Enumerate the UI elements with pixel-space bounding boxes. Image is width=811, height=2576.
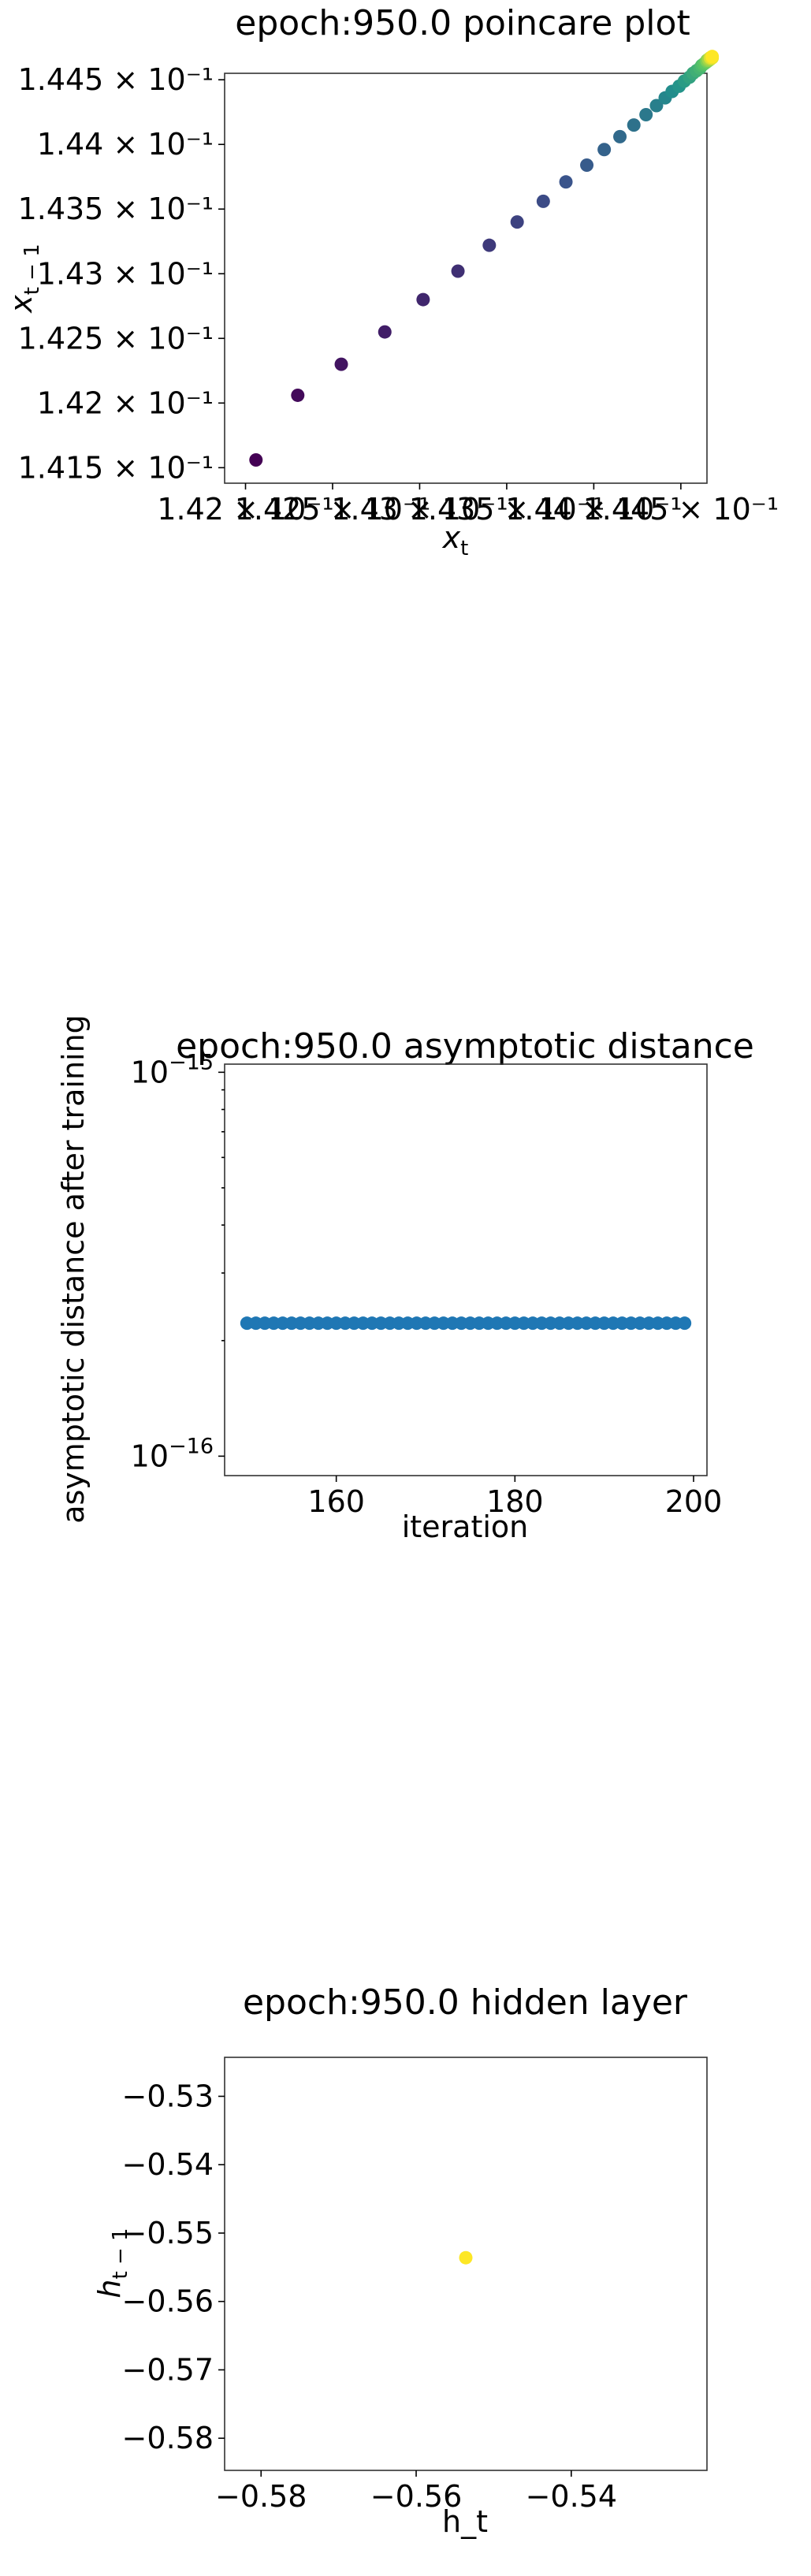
asymptotic-y-tick-label: 10−16 [131, 1434, 214, 1473]
poincare-x-tick-label: 1.43 × 10⁻¹ [331, 492, 508, 527]
poincare-point [627, 118, 641, 132]
hidden-title: epoch:950.0 hidden layer [243, 1982, 688, 2023]
hidden-layer-chart: epoch:950.0 hidden layer −0.53 −0.54 −0.55… [92, 1982, 708, 2539]
poincare-point [451, 264, 465, 278]
asymptotic-x-tick-label: 200 [665, 1484, 723, 1519]
poincare-y-tick-label: 1.44 × 10⁻¹ [37, 127, 214, 162]
poincare-y-tick-label: 1.42 × 10⁻¹ [37, 385, 214, 420]
poincare-points [249, 50, 720, 467]
hidden-y-axis-label: ht − 1 [92, 2228, 132, 2298]
poincare-point [416, 292, 430, 307]
poincare-x-tick-label: 1.44 × 10⁻¹ [505, 492, 682, 527]
poincare-point [291, 388, 305, 402]
poincare-point [510, 215, 524, 229]
asymptotic-y-tick-label: 10−15 [131, 1050, 214, 1089]
hidden-x-ticks: −0.58 −0.56 −0.54 [215, 2470, 617, 2514]
asymptotic-y-ticks: 10−15 10−16 [131, 1050, 225, 1473]
poincare-x-tick-label: 1.42 × 10⁻¹ [157, 492, 333, 527]
asymptotic-points [240, 1316, 692, 1331]
asymptotic-title: epoch:950.0 asymptotic distance [176, 1026, 754, 1067]
hidden-y-tick-label: −0.56 [122, 2284, 214, 2319]
asymptotic-x-tick-label: 180 [486, 1484, 544, 1519]
poincare-point [613, 129, 627, 143]
poincare-point [249, 452, 263, 467]
asymptotic-x-ticks: 160 180 200 [307, 1476, 722, 1519]
hidden-x-axis-label: h_t [442, 2504, 488, 2539]
poincare-point [536, 194, 550, 208]
poincare-x-tick-label: 1.445 × 10⁻¹ [583, 492, 779, 527]
poincare-point [639, 107, 653, 121]
poincare-y-tick-label: 1.445 × 10⁻¹ [18, 62, 214, 97]
poincare-y-tick-label: 1.415 × 10⁻¹ [18, 450, 214, 485]
poincare-y-axis-label: xt − 1 [4, 244, 44, 314]
poincare-point [559, 175, 573, 189]
asymptotic-distance-chart: epoch:950.0 asymptotic distance 10−1510−… [56, 1014, 754, 1544]
poincare-chart: epoch:950.0 poincare plot 1.415 × 10⁻¹1.… [4, 3, 779, 560]
asymptotic-point [678, 1316, 692, 1331]
poincare-y-tick-label: 1.435 × 10⁻¹ [18, 192, 214, 226]
hidden-y-tick-label: −0.58 [122, 2421, 214, 2455]
hidden-points [459, 2250, 473, 2265]
poincare-point [580, 158, 594, 172]
poincare-x-ticks: 1.42 × 10⁻¹1.425 × 10⁻¹1.43 × 10⁻¹1.435 … [157, 483, 779, 527]
asymptotic-y-axis-label: asymptotic distance after training [56, 1014, 91, 1524]
asymptotic-x-tick-label: 160 [307, 1484, 365, 1519]
hidden-y-tick-label: −0.53 [122, 2079, 214, 2113]
poincare-point [378, 325, 392, 339]
asymptotic-axes-frame [224, 1063, 708, 1476]
asymptotic-x-axis-label: iteration [402, 1509, 529, 1544]
poincare-x-tick-label: 1.435 × 10⁻¹ [409, 492, 605, 527]
poincare-point [334, 357, 348, 371]
poincare-title: epoch:950.0 poincare plot [235, 3, 690, 43]
hidden-x-tick-label: −0.56 [370, 2479, 462, 2514]
poincare-point [649, 99, 664, 113]
poincare-point [705, 50, 720, 64]
poincare-y-ticks: 1.415 × 10⁻¹ 1.42 × 10⁻¹ 1.425 × 10⁻¹ 1.43 … [18, 62, 225, 485]
poincare-x-axis-label: xt [442, 520, 469, 560]
hidden-y-tick-label: −0.54 [122, 2147, 214, 2182]
hidden-y-tick-label: −0.55 [122, 2216, 214, 2250]
hidden-x-tick-label: −0.54 [526, 2479, 617, 2514]
poincare-y-tick-label: 1.43 × 10⁻¹ [37, 256, 214, 291]
hidden-axes-frame [224, 2057, 708, 2471]
hidden-point [459, 2250, 473, 2265]
hidden-x-tick-label: −0.58 [215, 2479, 307, 2514]
poincare-point [482, 238, 497, 252]
poincare-y-tick-label: 1.425 × 10⁻¹ [18, 321, 214, 356]
poincare-axes-frame [224, 73, 708, 484]
hidden-y-tick-label: −0.57 [122, 2352, 214, 2387]
poincare-x-tick-label: 1.425 × 10⁻¹ [235, 492, 430, 527]
poincare-point [597, 143, 612, 157]
hidden-y-ticks: −0.53 −0.54 −0.55 −0.56 −0.57 −0.58 [122, 2079, 225, 2455]
